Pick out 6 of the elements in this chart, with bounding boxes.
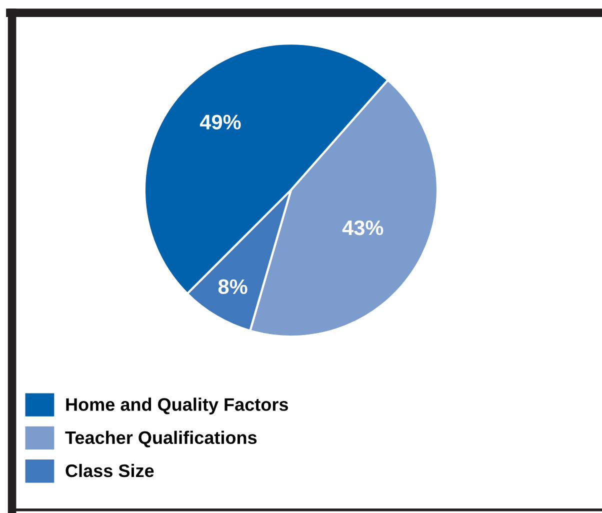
data-label: 43% (342, 220, 384, 236)
data-label: 8% (218, 279, 248, 294)
legend-label: Teacher Qualifications (65, 430, 257, 448)
legend-label: Home and Quality Factors (66, 398, 288, 414)
data-label: 49% (200, 114, 241, 130)
legend-label: Class Size (66, 464, 154, 478)
